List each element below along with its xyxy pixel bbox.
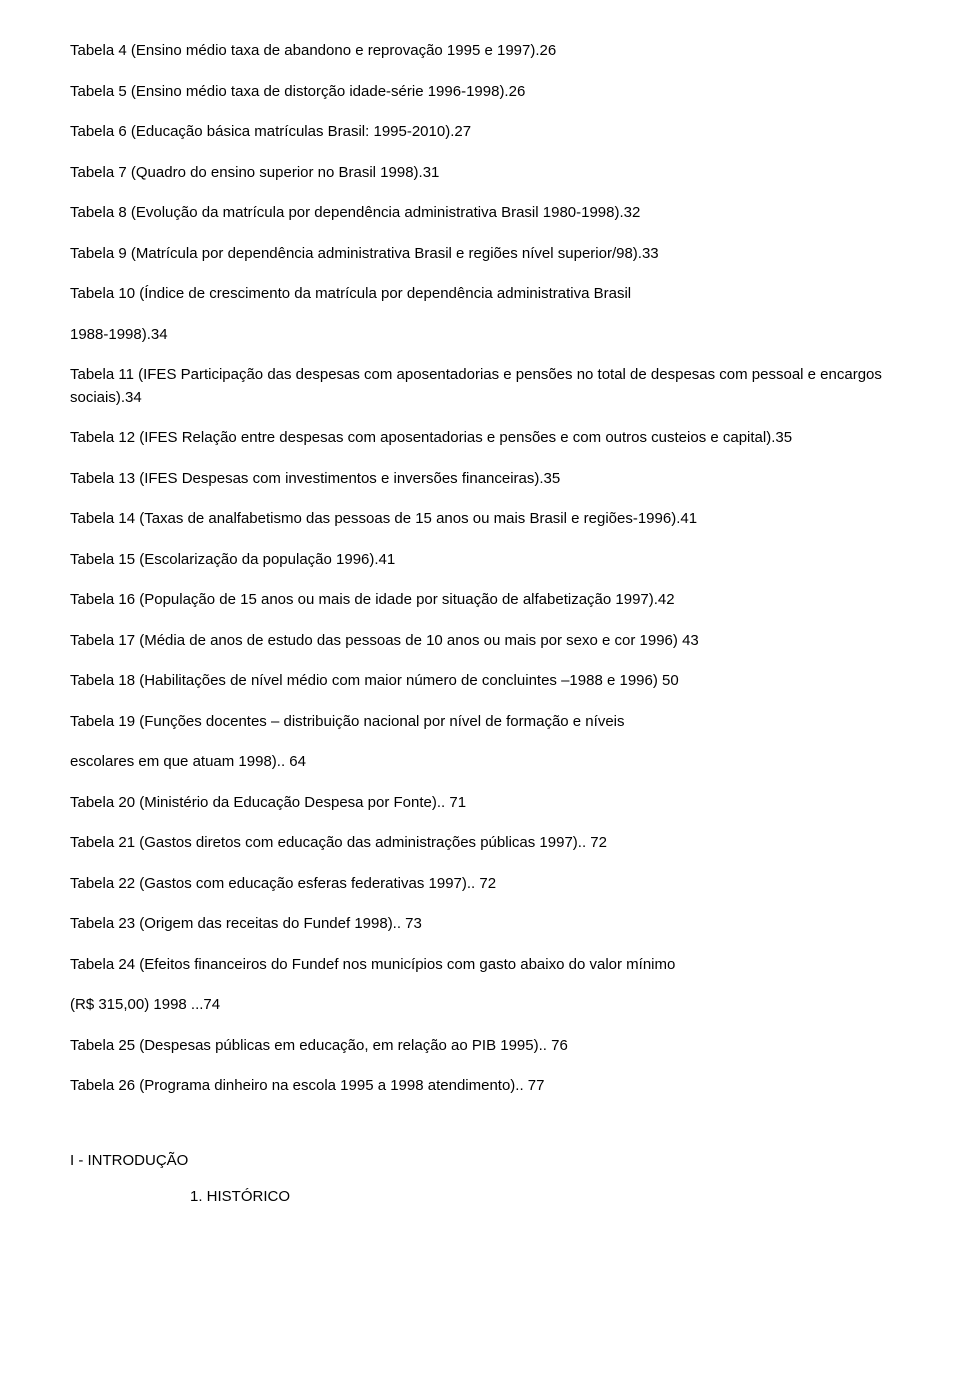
toc-entry: Tabela 26 (Programa dinheiro na escola 1… [70,1075,890,1098]
section-heading-introducao: I - INTRODUÇÃO [70,1150,890,1173]
toc-entry: Tabela 24 (Efeitos financeiros do Fundef… [70,954,890,977]
toc-entry-continuation: escolares em que atuam 1998).. 64 [70,751,890,774]
toc-entry: Tabela 8 (Evolução da matrícula por depe… [70,202,890,225]
toc-entry: Tabela 15 (Escolarização da população 19… [70,549,890,572]
toc-entry: Tabela 25 (Despesas públicas em educação… [70,1035,890,1058]
toc-entry: Tabela 18 (Habilitações de nível médio c… [70,670,890,693]
toc-entry: Tabela 10 (Índice de crescimento da matr… [70,283,890,306]
toc-entry: Tabela 6 (Educação básica matrículas Bra… [70,121,890,144]
toc-entry: Tabela 20 (Ministério da Educação Despes… [70,792,890,815]
toc-entry: Tabela 16 (População de 15 anos ou mais … [70,589,890,612]
toc-entry: Tabela 17 (Média de anos de estudo das p… [70,630,890,653]
toc-entry: Tabela 12 (IFES Relação entre despesas c… [70,427,890,450]
toc-entry: Tabela 21 (Gastos diretos com educação d… [70,832,890,855]
document-page: Tabela 4 (Ensino médio taxa de abandono … [0,0,960,1382]
section-heading-historico: 1. HISTÓRICO [190,1186,890,1209]
toc-entry: Tabela 5 (Ensino médio taxa de distorção… [70,81,890,104]
toc-entry: Tabela 19 (Funções docentes – distribuiç… [70,711,890,734]
toc-entry: Tabela 7 (Quadro do ensino superior no B… [70,162,890,185]
toc-entry: Tabela 23 (Origem das receitas do Fundef… [70,913,890,936]
toc-entry: Tabela 22 (Gastos com educação esferas f… [70,873,890,896]
toc-entry: Tabela 9 (Matrícula por dependência admi… [70,243,890,266]
toc-entry-continuation: (R$ 315,00) 1998 ...74 [70,994,890,1017]
toc-entry: Tabela 14 (Taxas de analfabetismo das pe… [70,508,890,531]
toc-entry: Tabela 11 (IFES Participação das despesa… [70,364,890,409]
toc-entry: Tabela 4 (Ensino médio taxa de abandono … [70,40,890,63]
toc-entry-continuation: 1988-1998).34 [70,324,890,347]
toc-entry: Tabela 13 (IFES Despesas com investiment… [70,468,890,491]
